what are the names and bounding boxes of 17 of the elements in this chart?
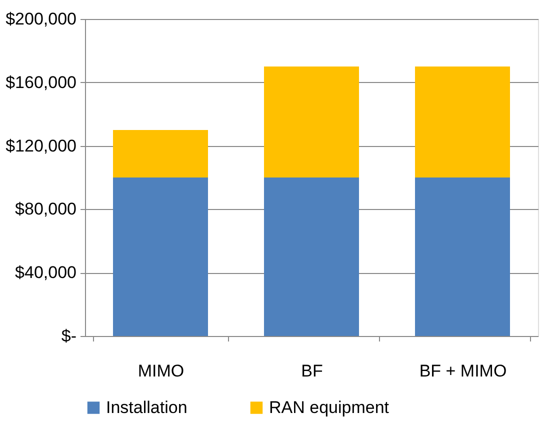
bar — [264, 178, 359, 336]
bar — [415, 66, 510, 178]
x-tick-label: MIMO — [138, 362, 184, 380]
y-tick-label: $40,000 — [15, 263, 76, 282]
y-tick-label: $200,000 — [6, 10, 76, 28]
bar — [415, 178, 510, 336]
bar — [113, 178, 208, 336]
y-tick-label: $160,000 — [6, 72, 76, 92]
legend-label: RAN equipment — [269, 398, 390, 417]
y-tick-label: $120,000 — [6, 136, 76, 156]
y-tick-label: $- — [61, 326, 76, 346]
x-tick-label: BF — [301, 362, 323, 380]
y-tick-label: $80,000 — [15, 200, 76, 219]
x-tick-label: BF + MIMO — [419, 362, 507, 380]
bar — [264, 66, 359, 178]
legend-label: Installation — [106, 398, 188, 417]
bar — [113, 130, 208, 178]
